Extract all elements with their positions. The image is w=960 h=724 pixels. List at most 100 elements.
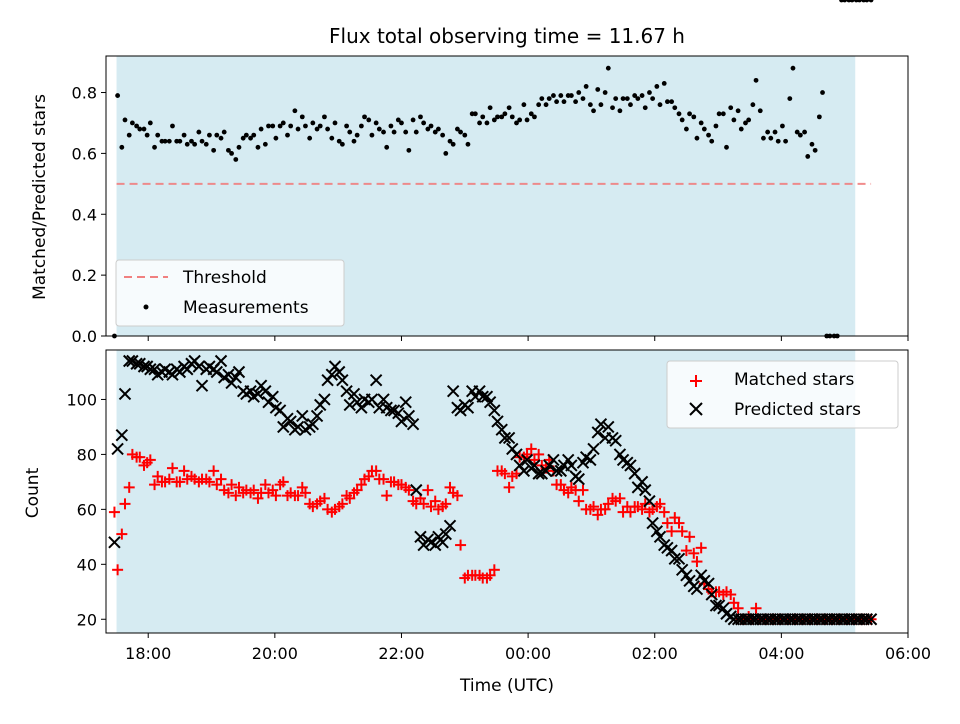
predicted-star-point bbox=[214, 354, 228, 368]
predicted-marker-b bbox=[436, 536, 449, 549]
matched-star-point bbox=[750, 602, 762, 614]
measurement-point bbox=[602, 90, 608, 95]
measurement-point bbox=[277, 123, 283, 129]
predicted-star-point bbox=[318, 393, 331, 406]
top-legend: Threshold Measurements bbox=[115, 259, 345, 327]
matched-star-point bbox=[119, 498, 131, 510]
matched-star-point bbox=[144, 454, 156, 466]
measurement-point bbox=[332, 120, 338, 126]
measurement-point bbox=[743, 120, 748, 126]
measurement-point bbox=[384, 144, 390, 150]
x-tick-label: 18:00 bbox=[125, 644, 171, 663]
predicted-marker-b bbox=[443, 519, 457, 533]
measurement-point bbox=[484, 120, 490, 126]
measurement-point bbox=[709, 138, 715, 144]
measurement-point bbox=[849, 0, 855, 3]
top-y-tick-label: 0.6 bbox=[72, 144, 97, 163]
predicted-marker-b bbox=[602, 420, 615, 434]
predicted-marker-b bbox=[347, 387, 361, 401]
matched-star-point bbox=[533, 448, 545, 460]
predicted-marker-b bbox=[476, 390, 489, 403]
predicted-marker-b bbox=[369, 374, 383, 387]
predicted-star-point bbox=[609, 434, 622, 447]
measurement-point bbox=[126, 132, 132, 138]
top-legend-box bbox=[115, 259, 345, 327]
legend-predicted-label: Predicted stars bbox=[734, 400, 861, 420]
predicted-star-point bbox=[310, 409, 324, 423]
measurement-point bbox=[155, 132, 161, 138]
predicted-marker-b bbox=[591, 426, 604, 439]
predicted-star-point bbox=[635, 475, 649, 489]
matched-star-point bbox=[149, 479, 161, 491]
predicted-marker-b bbox=[517, 464, 531, 478]
predicted-star-point bbox=[591, 426, 604, 439]
measurement-point bbox=[657, 102, 663, 108]
measurement-point bbox=[517, 117, 523, 123]
predicted-star-point bbox=[325, 368, 339, 381]
measurement-point bbox=[285, 132, 290, 138]
matched-star-point bbox=[203, 476, 215, 488]
predicted-marker-b bbox=[410, 483, 423, 497]
predicted-star-point bbox=[118, 387, 132, 401]
matched-stars-points bbox=[108, 443, 877, 625]
predicted-star-point bbox=[705, 588, 718, 601]
measurement-point bbox=[214, 132, 220, 138]
predicted-star-point bbox=[414, 530, 427, 544]
predicted-marker-b bbox=[214, 354, 228, 368]
predicted-star-point bbox=[702, 577, 715, 590]
matched-star-point bbox=[226, 479, 238, 491]
predicted-marker-b bbox=[613, 448, 627, 461]
measurement-point bbox=[842, 0, 848, 3]
measurement-point bbox=[472, 111, 478, 117]
bottom-panel: 20 40 60 80 100 18:00 20:00 22:00 00:00 02:00 04:… bbox=[23, 349, 931, 696]
measurement-point bbox=[310, 120, 316, 126]
predicted-star-point bbox=[646, 516, 659, 530]
measurement-point bbox=[514, 120, 519, 126]
predicted-marker-b bbox=[333, 365, 346, 379]
predicted-marker-b bbox=[284, 415, 297, 428]
measurement-point bbox=[418, 114, 423, 120]
measurement-point bbox=[502, 111, 508, 117]
predicted-marker-b bbox=[259, 385, 272, 398]
predicted-marker-b bbox=[192, 360, 206, 373]
predicted-marker-b bbox=[491, 415, 504, 428]
predicted-star-point bbox=[491, 415, 504, 428]
measurement-point bbox=[229, 150, 234, 156]
predicted-star-point bbox=[384, 404, 398, 417]
predicted-star-point bbox=[340, 385, 353, 398]
measurement-point bbox=[539, 96, 545, 102]
predicted-star-point bbox=[498, 431, 512, 445]
measurement-point bbox=[753, 77, 759, 83]
measurement-point bbox=[554, 99, 559, 105]
measurement-point bbox=[857, 0, 862, 3]
predicted-star-point bbox=[517, 464, 531, 478]
measurement-point bbox=[665, 99, 670, 105]
predicted-marker-b bbox=[446, 385, 460, 398]
matched-star-point bbox=[455, 539, 467, 551]
matched-star-point bbox=[451, 490, 463, 502]
matched-star-point bbox=[259, 479, 271, 491]
bottom-y-tick-label: 20 bbox=[77, 610, 97, 629]
measurement-point bbox=[211, 147, 217, 153]
measurement-point bbox=[780, 123, 785, 129]
measurement-point bbox=[447, 138, 453, 144]
measurement-point bbox=[620, 96, 626, 102]
predicted-star-point bbox=[195, 379, 209, 392]
predicted-star-point bbox=[550, 464, 563, 478]
predicted-star-point bbox=[336, 374, 349, 387]
measurement-point bbox=[226, 147, 231, 153]
measurement-point bbox=[794, 129, 800, 135]
predicted-star-point bbox=[343, 398, 356, 412]
predicted-marker-b bbox=[532, 467, 545, 480]
x-tick-label: 04:00 bbox=[758, 644, 804, 663]
measurement-point bbox=[669, 99, 675, 105]
measurement-point bbox=[624, 96, 630, 102]
measurement-point bbox=[746, 117, 752, 123]
predicted-marker-b bbox=[712, 599, 726, 612]
measurement-point bbox=[477, 120, 482, 126]
x-tick-label: 02:00 bbox=[632, 644, 678, 663]
predicted-star-point bbox=[266, 390, 279, 403]
measurement-point bbox=[598, 102, 604, 108]
predicted-marker-b bbox=[355, 401, 368, 414]
matched-star-point bbox=[673, 517, 685, 529]
